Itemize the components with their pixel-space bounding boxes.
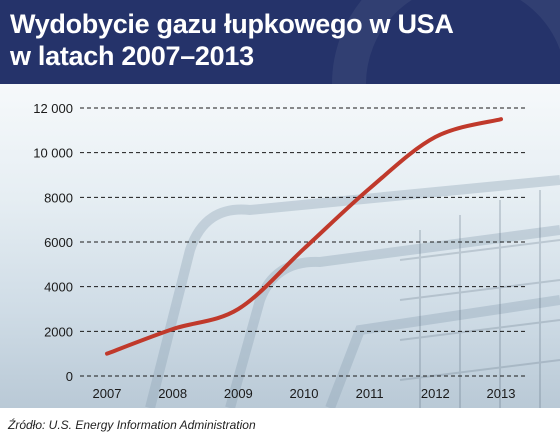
source-note: Źródło: U.S. Energy Information Administ… xyxy=(8,418,256,432)
x-axis: 2007 2008 2009 2010 2011 2012 2013 xyxy=(93,386,516,401)
x-tick-label: 2008 xyxy=(158,386,187,401)
y-tick-label: 12 000 xyxy=(33,101,73,116)
background-pipes xyxy=(145,175,560,408)
chart-header: Wydobycie gazu łupkowego w USA w latach … xyxy=(0,0,560,84)
background-structure xyxy=(399,190,560,408)
y-tick-label: 4000 xyxy=(44,280,73,295)
x-tick-label: 2007 xyxy=(93,386,122,401)
chart-area: 0 2000 4000 6000 8000 10 000 12 000 2007 2008 20… xyxy=(0,84,560,408)
gridlines xyxy=(80,107,528,377)
x-tick-label: 2010 xyxy=(290,386,319,401)
y-axis: 0 2000 4000 6000 8000 10 000 12 000 xyxy=(33,101,73,384)
y-tick-label: 6000 xyxy=(44,235,73,250)
y-tick-label: 10 000 xyxy=(33,146,73,161)
x-tick-label: 2013 xyxy=(487,386,516,401)
y-tick-label: 8000 xyxy=(44,190,73,205)
x-tick-label: 2012 xyxy=(421,386,450,401)
y-tick-label: 2000 xyxy=(44,324,73,339)
x-tick-label: 2011 xyxy=(356,386,384,401)
series-layer xyxy=(105,117,503,356)
chart-title: Wydobycie gazu łupkowego w USA w latach … xyxy=(10,9,454,71)
x-tick-label: 2009 xyxy=(224,386,253,401)
y-tick-label: 0 xyxy=(66,369,73,384)
